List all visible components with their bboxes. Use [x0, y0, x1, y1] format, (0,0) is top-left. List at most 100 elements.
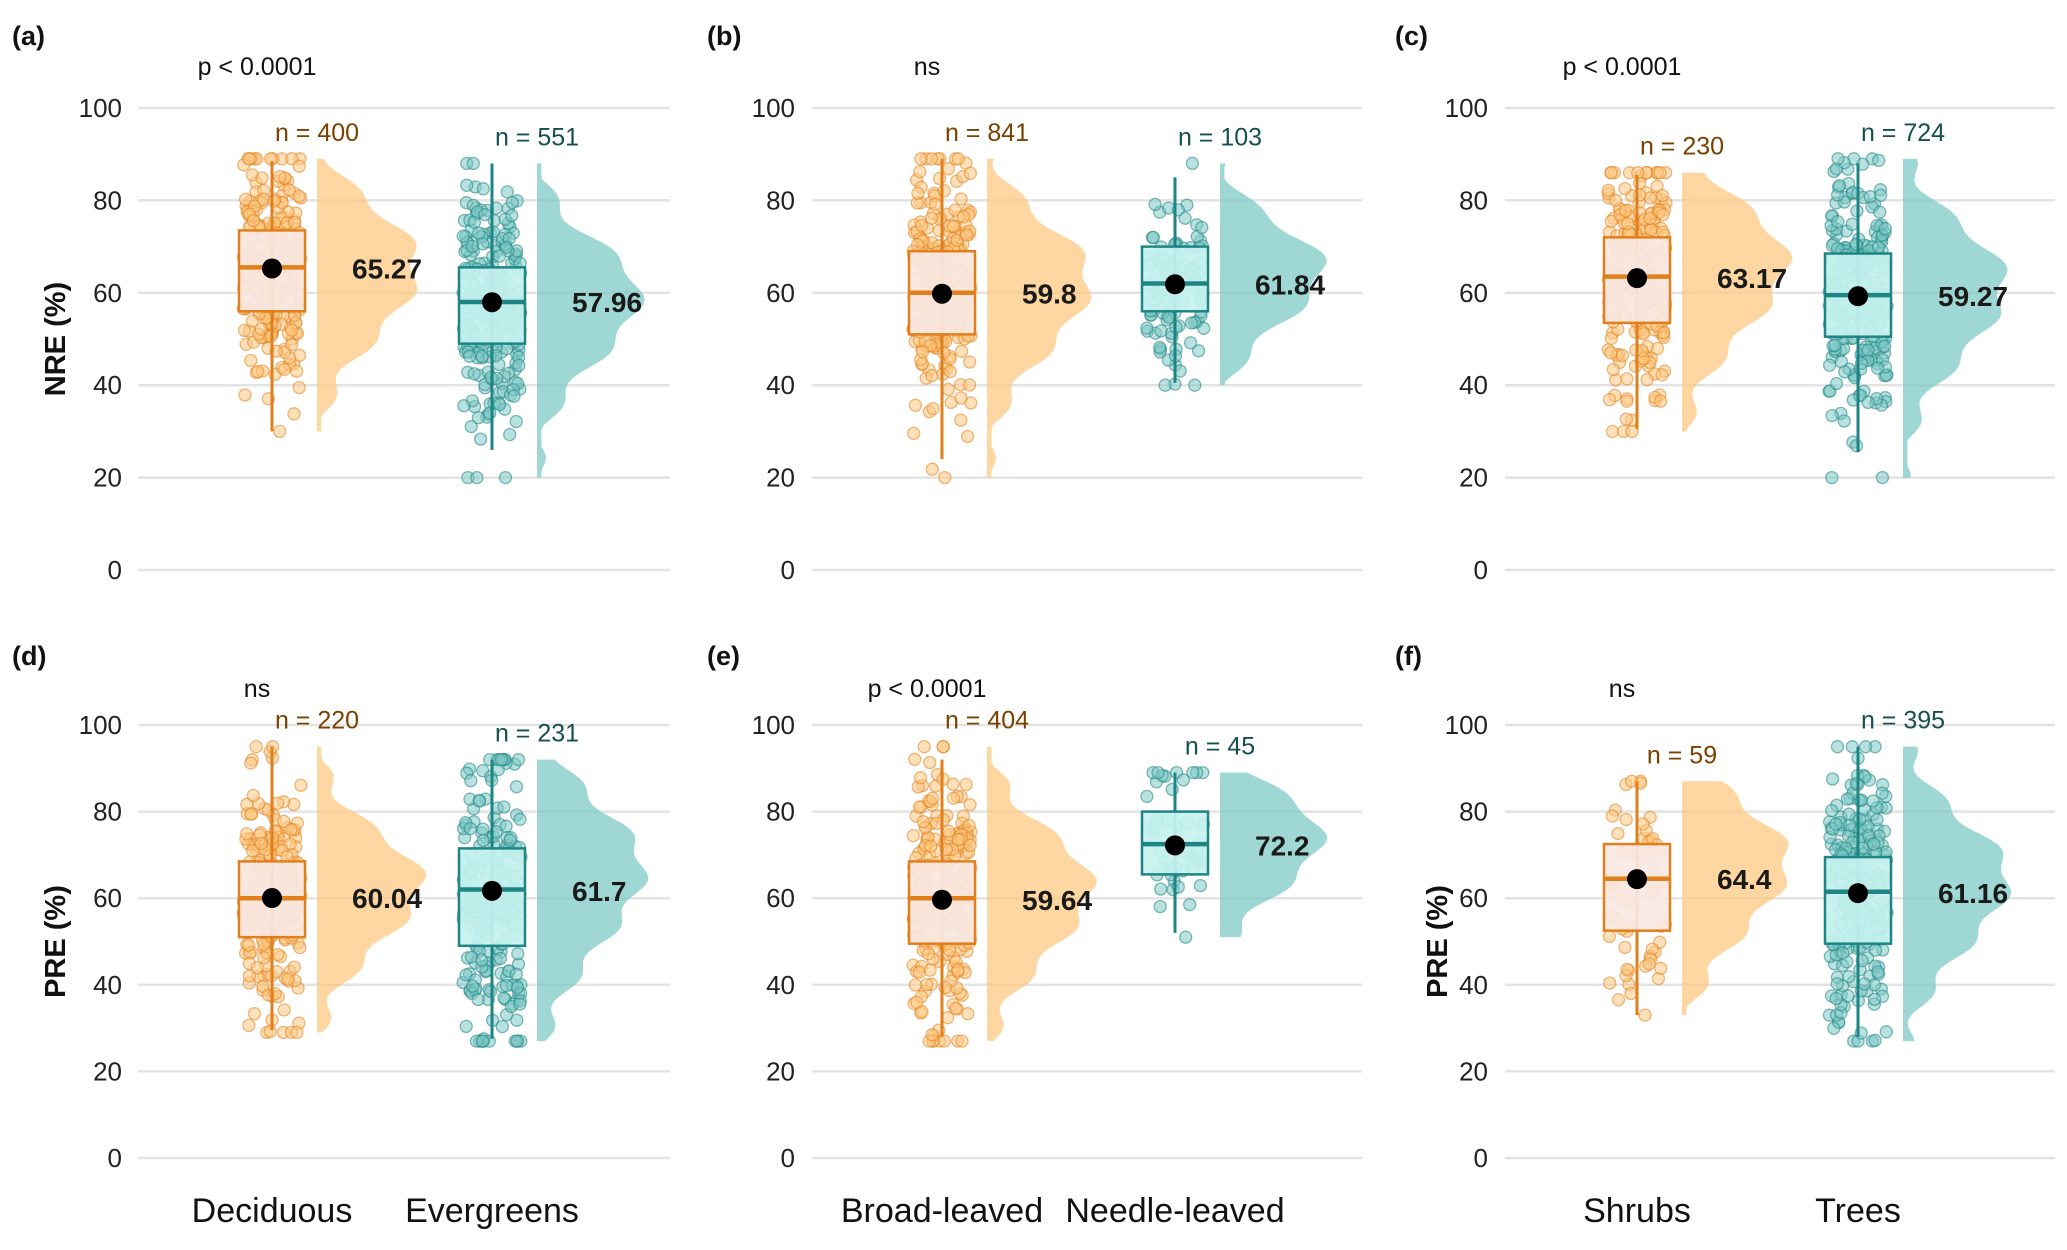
data-point [277, 814, 291, 829]
data-point [925, 791, 940, 805]
y-tick-label: 0 [1474, 1143, 1488, 1173]
data-point [499, 819, 513, 833]
data-point [510, 980, 525, 994]
mean-point [1627, 268, 1647, 289]
data-point [908, 978, 923, 992]
data-point [475, 953, 489, 967]
data-point [1153, 899, 1167, 914]
y-tick-label: 0 [1474, 555, 1488, 585]
series-broad-leaved: 59.8 n = 841 [906, 119, 1092, 485]
data-point [1183, 897, 1197, 912]
data-point [1653, 166, 1667, 180]
y-tick-label: 0 [781, 1143, 795, 1173]
series-shrubs: 63.17 n = 230 [1601, 133, 1793, 439]
data-point [273, 424, 287, 439]
data-point [244, 353, 258, 368]
data-point [1832, 179, 1847, 193]
data-point [1603, 976, 1617, 990]
data-point [244, 807, 258, 821]
data-point [955, 1034, 969, 1048]
panel-d: (d) 0 20 40 60 80 100 PRE (%) ns 60.04 n = 220 Deci… [12, 641, 670, 1230]
data-point [908, 752, 922, 766]
series-deciduous: 65.27 n = 400 [236, 119, 422, 439]
data-point [1822, 358, 1837, 372]
mean-point [1165, 835, 1185, 856]
density-cloud [317, 746, 427, 1033]
x-category-label: Broad-leaved [841, 1192, 1043, 1230]
series-trees: 61.16 n = 395 Trees [1815, 707, 2012, 1230]
data-point [956, 210, 971, 224]
data-point [1619, 412, 1634, 426]
data-point [954, 344, 969, 358]
data-point [277, 362, 291, 377]
series-needle-leaved: 61.84 n = 103 [1140, 123, 1327, 392]
data-point [277, 1003, 291, 1017]
series-shrubs: 64.4 n = 59 Shrubs [1583, 741, 1789, 1230]
data-point [911, 186, 925, 201]
data-point [511, 752, 526, 767]
y-tick-label: 100 [79, 710, 122, 740]
data-point [493, 951, 508, 966]
mean-label: 61.16 [1938, 878, 2008, 909]
data-point [1861, 343, 1875, 357]
data-point [467, 367, 481, 381]
data-point [1178, 211, 1192, 225]
y-tick-label: 80 [93, 797, 122, 827]
y-tick-label: 20 [1459, 463, 1488, 493]
data-point [509, 780, 524, 794]
data-point [495, 1019, 509, 1034]
data-point [281, 972, 295, 986]
data-point [913, 165, 927, 179]
p-value-label: p < 0.0001 [198, 53, 317, 81]
n-label: n = 400 [275, 119, 359, 147]
data-point [287, 960, 301, 974]
data-point [1186, 765, 1200, 780]
data-point [1176, 773, 1191, 787]
data-point [475, 349, 489, 363]
y-tick-label: 20 [766, 1056, 795, 1086]
p-value-label: p < 0.0001 [868, 675, 987, 703]
data-point [463, 821, 477, 836]
n-label: n = 231 [495, 720, 579, 748]
data-point [1842, 807, 1856, 821]
data-point [249, 740, 263, 754]
density-cloud [1903, 746, 2012, 1042]
data-point [1624, 986, 1638, 1001]
y-tick-label: 100 [1445, 93, 1488, 123]
data-point [1857, 977, 1872, 991]
mean-label: 59.27 [1938, 281, 2008, 312]
data-point [510, 1034, 524, 1048]
y-tick-label: 100 [79, 93, 122, 123]
data-point [925, 462, 939, 476]
data-point [472, 794, 487, 808]
data-point [292, 189, 306, 203]
data-point [244, 756, 258, 770]
data-point [1620, 394, 1634, 408]
data-point [1836, 946, 1850, 960]
data-point [1828, 338, 1842, 353]
data-point [1866, 794, 1880, 808]
density-cloud [987, 746, 1097, 1042]
y-tick-label: 40 [766, 970, 795, 1000]
data-point [948, 1001, 963, 1015]
data-point [1195, 220, 1209, 235]
data-point [246, 788, 260, 803]
data-point [289, 364, 304, 378]
data-point [500, 185, 514, 199]
y-tick-label: 20 [1459, 1056, 1488, 1086]
data-point [1870, 361, 1885, 375]
data-point [906, 828, 920, 843]
data-point [916, 815, 931, 829]
data-point [1829, 991, 1843, 1006]
data-point [1872, 153, 1886, 168]
y-tick-label: 60 [1459, 883, 1488, 913]
data-point [1640, 372, 1654, 387]
density-cloud [1903, 158, 2008, 478]
data-point [285, 323, 299, 337]
data-point [1871, 240, 1886, 254]
series-evergreens: 61.7 n = 231 Evergreens [405, 720, 649, 1230]
data-point [1158, 378, 1172, 392]
data-point [928, 197, 942, 211]
data-point [1873, 205, 1887, 219]
data-point [293, 940, 307, 955]
